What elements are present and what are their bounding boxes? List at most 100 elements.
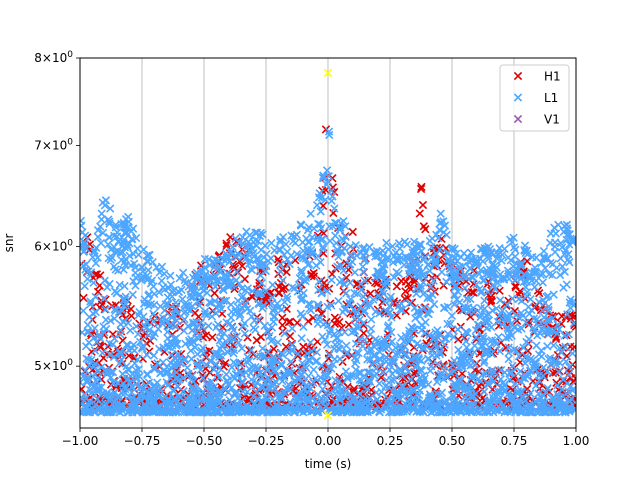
l1-trigger-point [285, 259, 294, 269]
l1-trigger-point [204, 321, 213, 331]
l1-trigger-point [211, 360, 221, 369]
l1-trigger-point [355, 389, 364, 398]
l1-trigger-point [479, 358, 489, 367]
l1-trigger-point [142, 350, 152, 360]
l1-trigger-point [369, 295, 378, 304]
l1-trigger-point [504, 253, 513, 262]
l1-trigger-point [303, 395, 313, 405]
l1-trigger-point [251, 362, 260, 372]
l1-trigger-point [158, 319, 167, 328]
l1-trigger-point [177, 285, 186, 295]
l1-trigger-point [349, 326, 358, 336]
l1-trigger-point [372, 369, 381, 378]
l1-trigger-point [193, 350, 202, 359]
l1-trigger-point [568, 349, 576, 358]
l1-trigger-point [461, 337, 471, 346]
l1-trigger-point [209, 383, 219, 392]
l1-trigger-point [286, 357, 295, 366]
l1-trigger-point [569, 301, 576, 310]
l1-trigger-point [191, 393, 200, 403]
l1-trigger-point [247, 375, 256, 384]
l1-trigger-point [331, 384, 341, 394]
l1-trigger-point [192, 324, 201, 333]
l1-trigger-point [299, 386, 309, 395]
x-tick-label: 0.75 [501, 434, 528, 448]
l1-trigger-point [113, 228, 122, 237]
l1-trigger-point [126, 326, 135, 335]
l1-trigger-point [499, 400, 508, 409]
l1-trigger-point [391, 343, 400, 352]
l1-trigger-point [565, 258, 574, 267]
l1-trigger-point [203, 310, 212, 320]
l1-trigger-point [435, 225, 444, 234]
l1-trigger-point [384, 342, 393, 351]
l1-trigger-point [443, 329, 453, 339]
l1-trigger-point [292, 249, 302, 259]
l1-trigger-point [404, 367, 413, 376]
l1-trigger-point [476, 265, 485, 275]
l1-trigger-point [118, 241, 127, 250]
l1-trigger-point [322, 166, 332, 175]
l1-trigger-point [223, 398, 232, 407]
h1-trigger-point [330, 319, 340, 328]
l1-trigger-point [123, 408, 132, 417]
l1-trigger-point [417, 321, 426, 330]
l1-trigger-point [463, 329, 472, 338]
l1-trigger-point [419, 255, 428, 264]
l1-trigger-point [352, 322, 361, 332]
l1-trigger-point [89, 278, 98, 287]
l1-trigger-point [90, 248, 99, 257]
l1-trigger-point [451, 282, 460, 292]
l1-trigger-point [564, 330, 574, 339]
l1-trigger-point [370, 351, 380, 360]
l1-trigger-point [283, 247, 292, 256]
l1-trigger-point [212, 389, 221, 399]
l1-trigger-point [268, 280, 277, 290]
l1-trigger-point [226, 313, 236, 322]
l1-trigger-point [98, 348, 107, 358]
l1-trigger-point [270, 311, 279, 321]
l1-trigger-point [247, 312, 256, 321]
l1-trigger-point [531, 381, 541, 390]
l1-trigger-point [561, 245, 571, 255]
h1-trigger-point [417, 182, 426, 192]
l1-trigger-point [104, 232, 114, 242]
l1-trigger-point [227, 334, 237, 343]
l1-trigger-point [391, 366, 400, 375]
l1-trigger-point [476, 288, 486, 297]
l1-trigger-point [175, 375, 184, 384]
legend[interactable]: H1 L1 V1 [499, 64, 570, 132]
l1-trigger-point [120, 281, 129, 291]
l1-trigger-point [551, 360, 561, 369]
l1-trigger-point [243, 284, 252, 293]
l1-trigger-point [207, 312, 217, 321]
l1-trigger-point [350, 268, 360, 277]
l1-trigger-point [267, 323, 277, 332]
l1-trigger-point [304, 371, 313, 381]
l1-trigger-point [258, 260, 267, 269]
l1-trigger-point [467, 371, 476, 380]
l1-trigger-point [365, 242, 374, 252]
l1-trigger-point [224, 388, 233, 397]
l1-trigger-point [345, 400, 354, 409]
l1-trigger-point [520, 269, 529, 279]
l1-trigger-point [192, 292, 202, 302]
l1-trigger-point [325, 350, 334, 360]
l1-trigger-point [413, 339, 422, 348]
x-tick-label: 1.00 [563, 434, 590, 448]
l1-trigger-point [143, 369, 152, 379]
l1-trigger-point [425, 266, 434, 276]
l1-trigger-point [521, 318, 531, 327]
l1-trigger-point [219, 296, 228, 306]
l1-trigger-point [335, 395, 344, 405]
l1-trigger-point [322, 340, 332, 349]
h1-trigger-point [240, 274, 250, 284]
l1-trigger-point [253, 363, 263, 373]
l1-trigger-point [526, 354, 535, 363]
l1-trigger-point [187, 401, 196, 410]
l1-trigger-point [325, 130, 334, 140]
l1-trigger-point [560, 267, 569, 276]
y-tick-label: 6×100 [34, 239, 73, 254]
l1-trigger-point [327, 364, 336, 373]
l1-trigger-point [471, 333, 481, 342]
